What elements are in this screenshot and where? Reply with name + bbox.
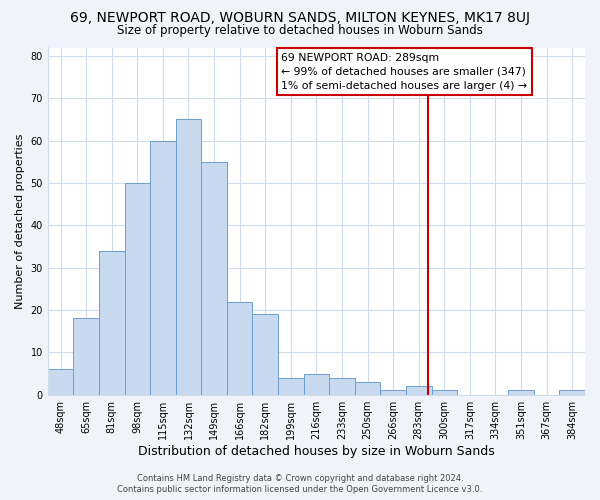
Text: 69, NEWPORT ROAD, WOBURN SANDS, MILTON KEYNES, MK17 8UJ: 69, NEWPORT ROAD, WOBURN SANDS, MILTON K…	[70, 11, 530, 25]
Bar	[176, 120, 201, 394]
Bar	[125, 183, 150, 394]
Bar	[559, 390, 585, 394]
Bar	[99, 250, 125, 394]
Bar	[380, 390, 406, 394]
Bar	[329, 378, 355, 394]
Bar	[150, 140, 176, 394]
Bar	[48, 370, 73, 394]
Text: Size of property relative to detached houses in Woburn Sands: Size of property relative to detached ho…	[117, 24, 483, 37]
Bar	[201, 162, 227, 394]
Bar	[73, 318, 99, 394]
Text: Contains HM Land Registry data © Crown copyright and database right 2024.
Contai: Contains HM Land Registry data © Crown c…	[118, 474, 482, 494]
Bar	[355, 382, 380, 394]
Bar	[304, 374, 329, 394]
Bar	[278, 378, 304, 394]
Bar	[508, 390, 534, 394]
Text: 69 NEWPORT ROAD: 289sqm
← 99% of detached houses are smaller (347)
1% of semi-de: 69 NEWPORT ROAD: 289sqm ← 99% of detache…	[281, 52, 527, 90]
Bar	[431, 390, 457, 394]
Bar	[406, 386, 431, 394]
Y-axis label: Number of detached properties: Number of detached properties	[15, 134, 25, 309]
Bar	[253, 314, 278, 394]
X-axis label: Distribution of detached houses by size in Woburn Sands: Distribution of detached houses by size …	[138, 444, 495, 458]
Bar	[227, 302, 253, 394]
